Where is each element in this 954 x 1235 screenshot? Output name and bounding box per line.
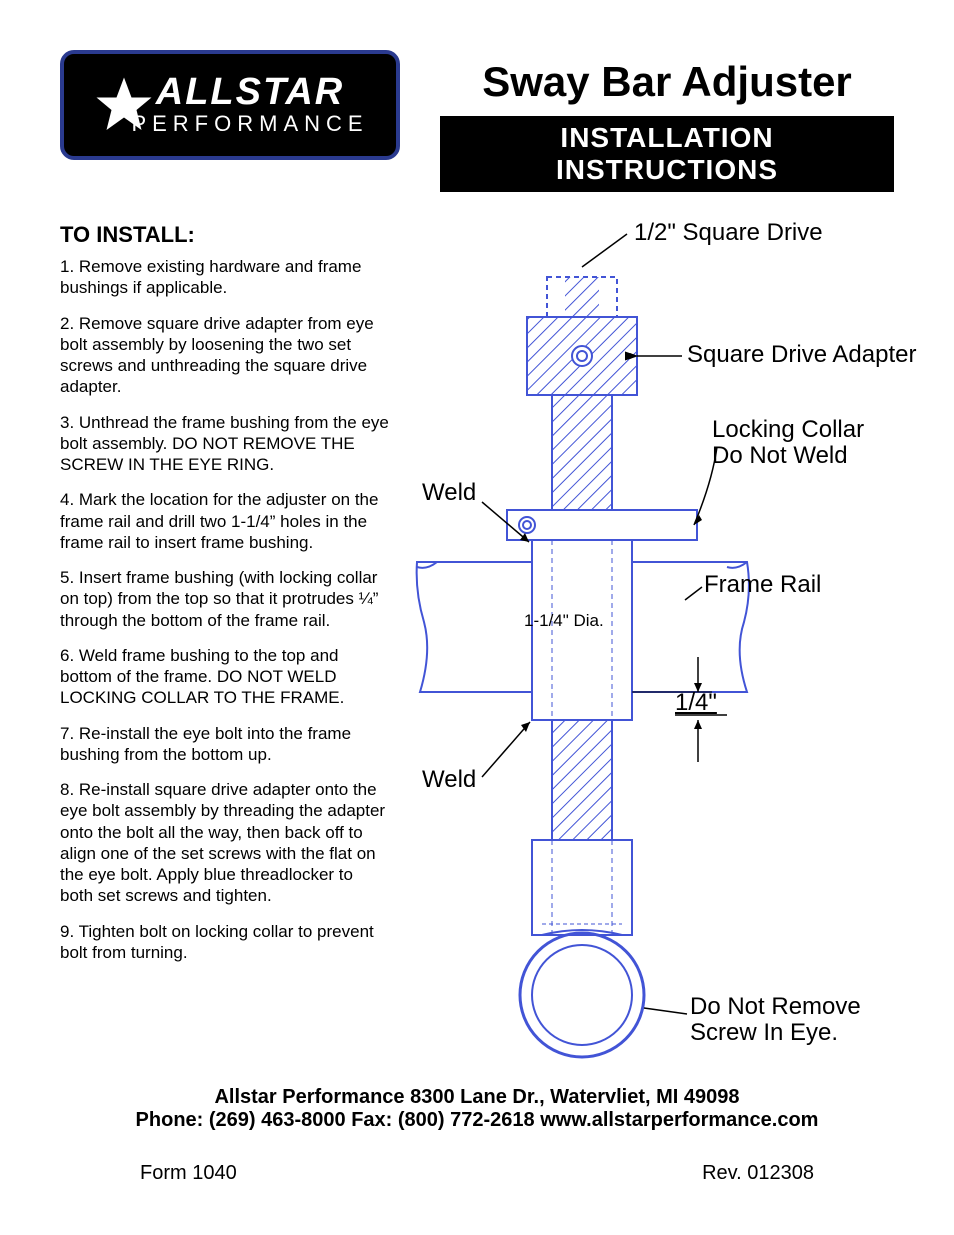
label-locking-collar: Locking Collar Do Not Weld [712,417,864,470]
step: 3. Unthread the frame bushing from the e… [60,412,390,476]
footer: Allstar Performance 8300 Lane Dr., Water… [0,1086,954,1185]
install-heading: TO INSTALL: [60,222,390,248]
brand-bottom: PERFORMANCE [131,111,368,137]
eye-line2: Screw In Eye. [690,1019,838,1046]
brand-logo: ALLSTAR PERFORMANCE [60,50,400,160]
footer-bottom: Form 1040 Rev. 012308 [0,1162,954,1185]
star-icon [94,75,154,135]
locking-collar-line2: Do Not Weld [712,442,848,469]
step: 8. Re-install square drive adapter onto … [60,779,390,907]
label-weld-top: Weld [422,480,476,506]
diagram-column: 1/2" Square Drive Square Drive Adapter L… [410,222,894,1102]
page: ALLSTAR PERFORMANCE Sway Bar Adjuster IN… [0,0,954,1235]
step: 5. Insert frame bushing (with locking co… [60,567,390,631]
locking-collar-line1: Locking Collar [712,416,864,443]
footer-contact: Phone: (269) 463-8000 Fax: (800) 772-261… [0,1109,954,1132]
step: 9. Tighten bolt on locking collar to pre… [60,921,390,964]
brand-top: ALLSTAR [156,73,345,111]
diagram: 1/2" Square Drive Square Drive Adapter L… [412,222,892,1102]
page-title: Sway Bar Adjuster [440,58,894,106]
step: 7. Re-install the eye bolt into the fram… [60,723,390,766]
label-diameter: 1-1/4" Dia. [524,612,604,631]
title-block: Sway Bar Adjuster INSTALLATION INSTRUCTI… [440,50,894,192]
label-square-drive: 1/2" Square Drive [634,220,823,246]
label-quarter-inch: 1/4" [675,690,717,716]
form-number: Form 1040 [140,1162,237,1185]
step: 6. Weld frame bushing to the top and bot… [60,645,390,709]
eye-line1: Do Not Remove [690,993,861,1020]
footer-address: Allstar Performance 8300 Lane Dr., Water… [0,1086,954,1109]
header: ALLSTAR PERFORMANCE Sway Bar Adjuster IN… [60,50,894,192]
label-frame-rail: Frame Rail [704,572,821,598]
step: 2. Remove square drive adapter from eye … [60,313,390,398]
instructions-column: TO INSTALL: 1. Remove existing hardware … [60,222,410,1102]
step: 4. Mark the location for the adjuster on… [60,489,390,553]
revision: Rev. 012308 [702,1162,814,1185]
label-weld-bottom: Weld [422,767,476,793]
label-eye: Do Not Remove Screw In Eye. [690,994,861,1047]
content: TO INSTALL: 1. Remove existing hardware … [60,222,894,1102]
label-square-drive-adapter: Square Drive Adapter [687,342,916,368]
step: 1. Remove existing hardware and frame bu… [60,256,390,299]
subtitle-banner: INSTALLATION INSTRUCTIONS [440,116,894,192]
